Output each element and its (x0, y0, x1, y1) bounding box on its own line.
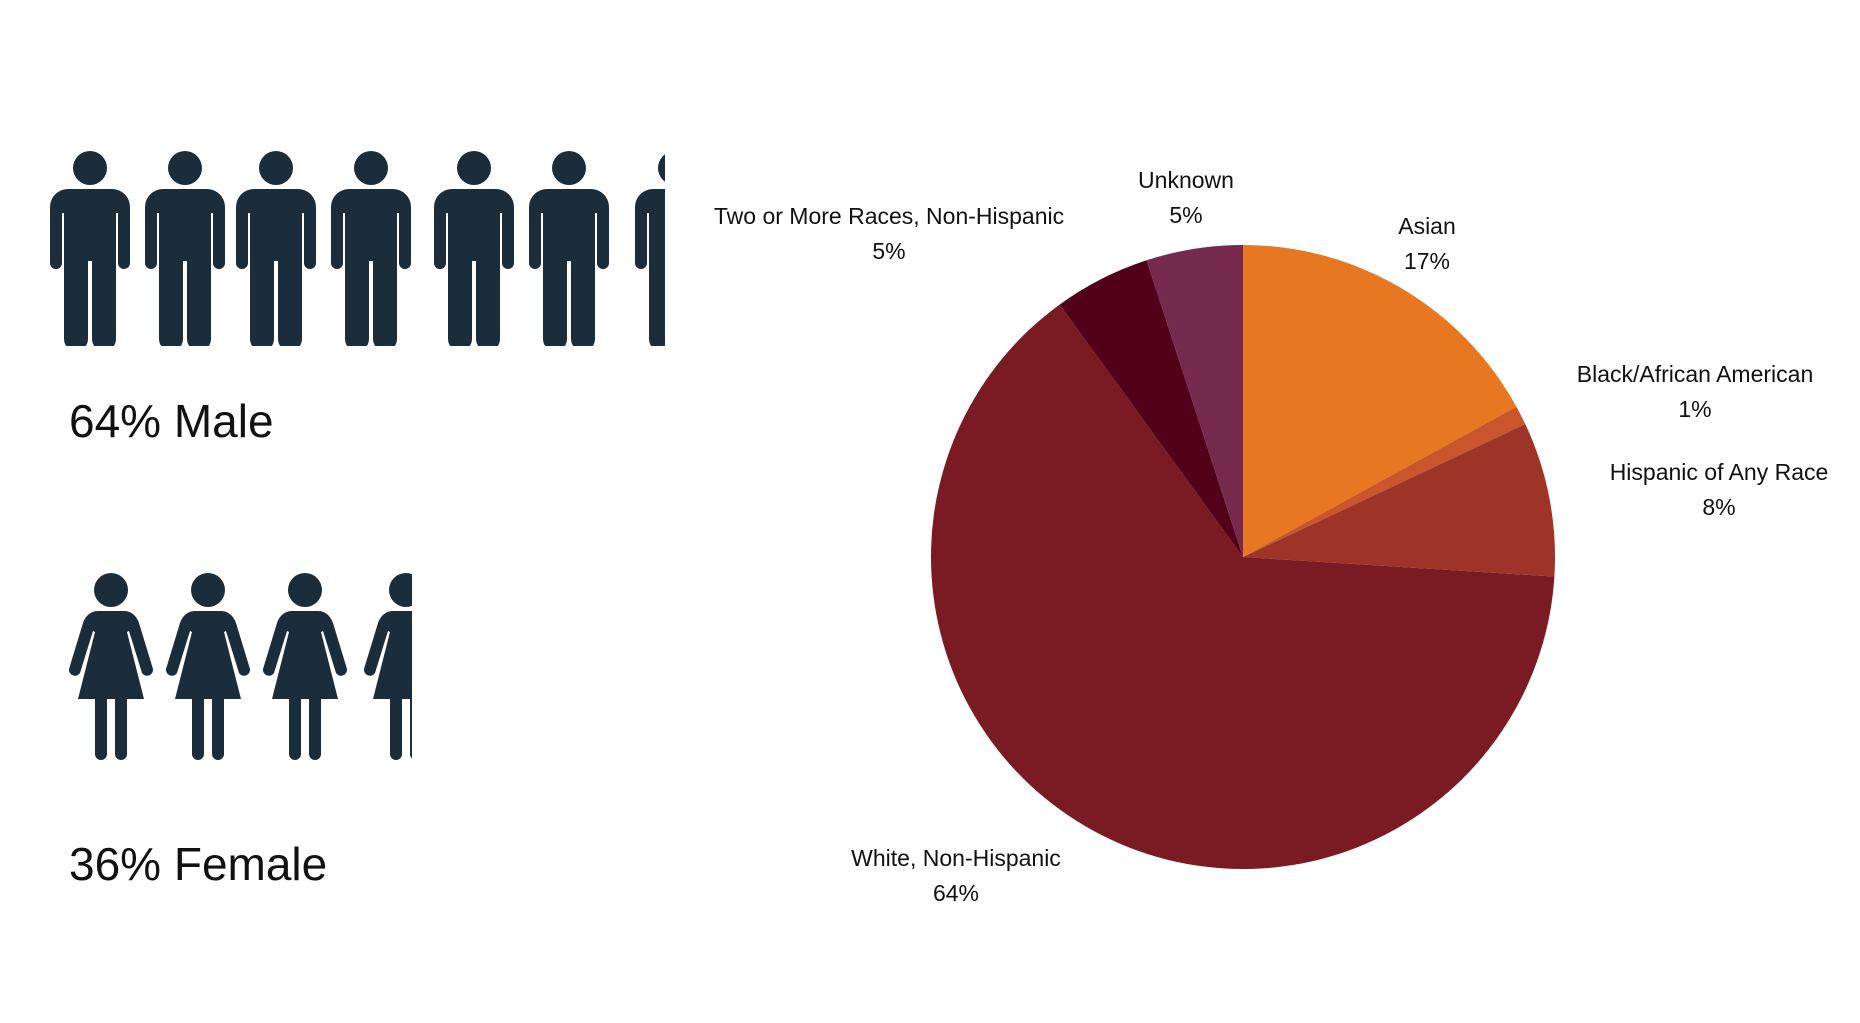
pie-slice-two-or-more-races-non-hispanic (1059, 260, 1243, 557)
slice-label-black: Black/African American 1% (1576, 361, 1814, 422)
slice-label-white: White, Non-Hispanic 64% (851, 845, 1061, 906)
slice-label-two-or-more: Two or More Races, Non-Hispanic 5% (713, 203, 1065, 264)
slice-label-asian: Asian 17% (1398, 213, 1456, 274)
female-percent-label: 36% Female (69, 838, 328, 890)
pie-slice-unknown (1146, 245, 1243, 557)
male-percent-label: 64% Male (69, 395, 274, 447)
pie-slice-white-non-hispanic (930, 304, 1555, 869)
pie-slice-black-african-american (1243, 406, 1526, 557)
slice-label-hispanic: Hispanic of Any Race 8% (1609, 459, 1829, 520)
pie-slice-asian (1243, 245, 1517, 557)
pie-slice-hispanic-of-any-race (1243, 424, 1556, 577)
slice-label-unknown: Unknown 5% (1138, 167, 1234, 228)
